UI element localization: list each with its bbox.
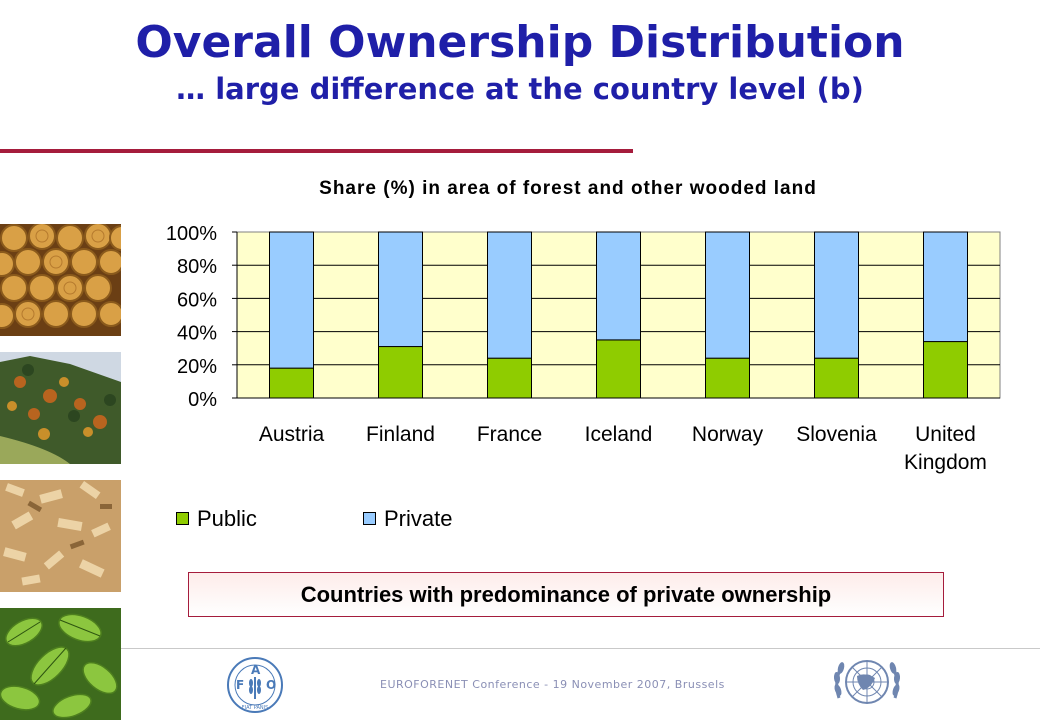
green-leaves-photo (0, 608, 121, 720)
fao-motto: FIAT PANIS (242, 705, 269, 711)
fao-letter-a: A (251, 663, 261, 677)
legend-public-swatch (176, 511, 189, 525)
bar-private-austria (269, 231, 314, 369)
bar-private-iceland (596, 231, 641, 341)
bar-public-finland (378, 346, 423, 399)
y-tick-label: 20% (177, 356, 217, 378)
ownership-chart: 0% 20% 40% 60% 80% 100% Austria Finland France Ic… (166, 223, 1001, 474)
fao-letter-o: O (266, 678, 276, 692)
slide-title: Overall Ownership Distribution (135, 17, 905, 68)
bar-private-france (487, 231, 532, 359)
bar-private-finland (378, 231, 423, 348)
legend-private-label: Private (384, 506, 453, 531)
footer-text: EUROFORENET Conference - 19 November 200… (380, 678, 725, 691)
y-tick-label: 0% (188, 389, 217, 411)
legend-private: Private (363, 506, 452, 532)
y-tick-label: 60% (177, 289, 217, 311)
title-block: Overall Ownership Distribution … large d… (0, 14, 1040, 106)
y-tick-label: 40% (177, 323, 217, 345)
x-tick-label: Iceland (585, 423, 653, 446)
chart-title: Share (%) in area of forest and other wo… (319, 178, 817, 199)
bar-public-iceland (596, 339, 641, 399)
y-tick-label: 100% (166, 223, 217, 245)
legend-public: Public (176, 506, 257, 532)
bar-public-slovenia (814, 357, 859, 399)
x-tick-label: Norway (692, 423, 764, 446)
forest-hill-photo (0, 352, 121, 464)
x-tick-label: Austria (259, 423, 325, 446)
x-tick-label: Slovenia (796, 423, 877, 446)
callout-box: Countries with predominance of private o… (188, 572, 944, 617)
fao-letter-f: F (236, 678, 244, 692)
x-tick-label: France (477, 423, 542, 446)
bar-public-france (487, 357, 532, 399)
wood-chips-photo (0, 480, 121, 592)
x-tick-label: Kingdom (904, 451, 987, 474)
bar-private-slovenia (814, 231, 859, 359)
title-underline (0, 149, 633, 153)
bar-public-united-kingdom (923, 341, 968, 399)
x-tick-label: United (915, 423, 976, 446)
bar-public-norway (705, 357, 750, 399)
x-tick-label: Finland (366, 423, 435, 446)
un-emblem-logo (829, 654, 905, 718)
log-pile-photo (0, 224, 121, 336)
footer-divider (121, 648, 1040, 649)
slide-subtitle: … large difference at the country level … (176, 72, 864, 106)
fao-logo: F A O FIAT PANIS (222, 655, 288, 719)
bar-public-austria (269, 367, 314, 399)
bar-private-norway (705, 231, 750, 359)
legend-private-swatch (363, 511, 376, 525)
y-tick-label: 80% (177, 256, 217, 278)
legend-public-label: Public (197, 506, 257, 531)
bar-private-united-kingdom (923, 231, 968, 343)
